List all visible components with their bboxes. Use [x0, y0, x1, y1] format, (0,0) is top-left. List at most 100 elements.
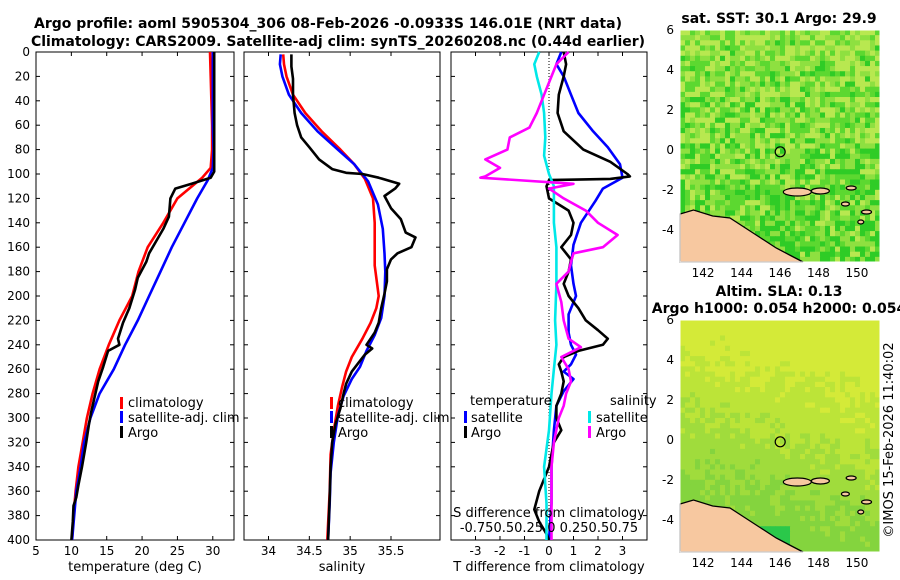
map-cell	[740, 184, 746, 191]
map-cell	[850, 200, 856, 206]
map-cell	[745, 45, 751, 52]
map-cell	[760, 158, 766, 165]
map-cell	[695, 122, 701, 129]
map-cell	[855, 474, 861, 481]
map-cell	[850, 45, 856, 52]
legend-t-argo-label: Argo	[471, 426, 501, 441]
map-cell	[790, 521, 796, 527]
legend-argo-swatch	[120, 426, 123, 438]
map-cell	[800, 541, 806, 548]
map-cell	[735, 464, 741, 471]
map-cell	[690, 459, 696, 465]
map-cell	[860, 340, 866, 347]
map-cell	[765, 495, 771, 501]
map-cell	[750, 112, 756, 119]
map-cell	[690, 464, 696, 471]
map-cell	[775, 210, 781, 217]
map-cell	[845, 459, 851, 465]
map-cell	[805, 174, 811, 181]
map-cell	[825, 241, 831, 248]
map-cell	[720, 81, 726, 88]
map-cell	[840, 102, 846, 108]
map-cell	[840, 433, 846, 440]
map-cell	[825, 536, 831, 543]
map-cell	[745, 505, 751, 512]
map-cell	[745, 81, 751, 88]
map-cell	[835, 474, 841, 481]
map-cell	[875, 158, 881, 165]
map-cell	[680, 30, 686, 36]
map-cell	[825, 153, 831, 160]
salinity-legend: climatology satellite-adj. clim Argo	[330, 396, 450, 441]
map-cell	[795, 102, 801, 108]
map-cell	[725, 402, 731, 409]
map-cell	[835, 510, 841, 517]
map-cell	[780, 423, 786, 429]
map-cell	[860, 454, 866, 460]
map-cell	[780, 231, 786, 237]
map-cell	[860, 148, 866, 155]
map-cell	[785, 169, 791, 175]
map-cell	[680, 340, 686, 347]
map-cell	[840, 194, 846, 201]
map-cell	[875, 143, 881, 150]
map-cell	[825, 423, 831, 429]
map-cell	[755, 361, 761, 367]
map-cell	[830, 210, 836, 217]
map-cell	[875, 122, 881, 129]
map-cell	[855, 184, 861, 191]
map-cell	[715, 402, 721, 409]
map-cell	[830, 55, 836, 62]
map-cell	[805, 66, 811, 72]
map-cell	[730, 474, 736, 481]
map-cell	[865, 102, 871, 108]
map-cell	[830, 66, 836, 72]
map-cell	[865, 205, 871, 211]
map-cell	[785, 459, 791, 465]
map-cell	[710, 459, 716, 465]
map-cell	[835, 55, 841, 62]
map-cell	[835, 66, 841, 72]
map-cell	[780, 356, 786, 362]
map-cell	[780, 205, 786, 211]
map-cell	[855, 55, 861, 62]
map-cell	[855, 246, 861, 253]
map-cell	[830, 179, 836, 186]
map-cell	[855, 50, 861, 57]
map-cell	[865, 189, 871, 196]
map-cell	[680, 356, 686, 362]
map-cell	[875, 45, 881, 52]
map-cell	[805, 361, 811, 367]
map-cell	[790, 127, 796, 134]
map-cell	[830, 376, 836, 383]
map-cell	[860, 174, 866, 181]
map-cell	[830, 76, 836, 83]
legend-s-argo-swatch	[588, 426, 591, 438]
map-cell	[800, 350, 806, 357]
map-cell	[820, 469, 826, 476]
map-cell	[825, 200, 831, 206]
map-cell	[800, 194, 806, 201]
map-cell	[695, 448, 701, 455]
map-cell	[705, 102, 711, 108]
map-cell	[745, 469, 751, 476]
map-cell	[735, 215, 741, 222]
map-cell	[840, 169, 846, 175]
map-cell	[765, 60, 771, 67]
map-cell	[735, 335, 741, 342]
map-cell	[710, 392, 716, 398]
map-cell	[735, 174, 741, 181]
map-cell	[860, 30, 866, 36]
map-cell	[870, 320, 876, 326]
map-cell	[745, 174, 751, 181]
map-cell	[720, 417, 726, 424]
map-cell	[680, 55, 686, 62]
map-cell	[860, 474, 866, 481]
map-cell	[720, 474, 726, 481]
map-cell	[710, 71, 716, 77]
map-cell	[840, 256, 846, 263]
map-cell	[715, 361, 721, 367]
map-cell	[875, 407, 881, 414]
map-cell	[830, 366, 836, 373]
map-cell	[720, 335, 726, 342]
